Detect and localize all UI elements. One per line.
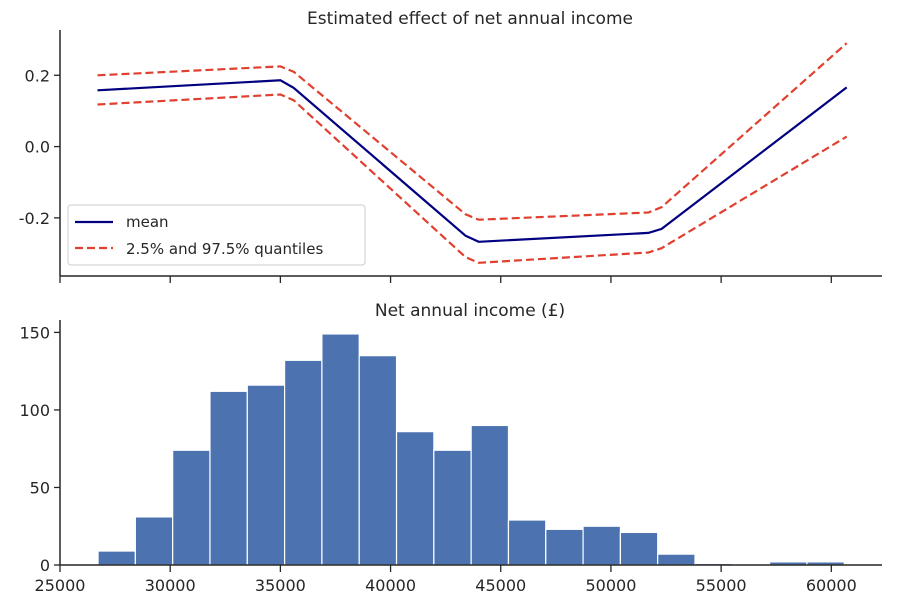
histogram-bar: [321, 333, 360, 566]
x-tick-label: 50000: [585, 576, 636, 595]
histogram-bar: [358, 355, 398, 566]
histogram-bar: [209, 390, 248, 566]
x-tick-label: 45000: [475, 576, 526, 595]
histogram-bar: [172, 449, 211, 566]
bottom-chart-title: Net annual income (£): [375, 301, 565, 321]
histogram-bar: [395, 431, 435, 566]
y-tick-label: 50: [30, 478, 50, 497]
y-tick-label: -0.2: [19, 209, 50, 228]
histogram-bar: [134, 516, 174, 566]
x-tick-label: 35000: [255, 576, 306, 595]
income-histogram: Net annual income (£) 0 50 100 150 25000 3000…: [19, 301, 882, 595]
y-tick-label: 0.0: [25, 138, 50, 157]
x-tick-label: 25000: [35, 576, 86, 595]
x-tick-label: 55000: [696, 576, 747, 595]
histogram-bar: [507, 519, 547, 566]
histogram-bar: [470, 424, 510, 566]
y-tick-label: 100: [19, 401, 50, 420]
upper-quantile-line: [97, 42, 848, 221]
effect-line-chart: Estimated effect of net annual income 0.…: [19, 9, 882, 283]
y-tick-label: 0: [40, 556, 50, 575]
histogram-bar: [657, 553, 696, 566]
x-tick-label: 40000: [365, 576, 416, 595]
histogram-bar: [545, 528, 584, 566]
legend-mean-label: mean: [126, 213, 169, 231]
top-chart-title: Estimated effect of net annual income: [307, 9, 633, 29]
x-tick-label: 30000: [145, 576, 196, 595]
legend-box: [67, 204, 366, 266]
y-tick-label: 150: [19, 323, 50, 342]
histogram-bar: [284, 359, 323, 566]
histogram-bar: [582, 525, 621, 566]
histogram-bar: [97, 550, 136, 566]
x-tick-label: 60000: [806, 576, 857, 595]
lower-quantile-line: [97, 93, 848, 264]
legend: mean 2.5% and 97.5% quantiles: [67, 204, 366, 266]
histogram-bar: [246, 384, 286, 566]
histogram-bar: [619, 531, 659, 566]
histogram-bar: [433, 449, 472, 566]
y-tick-label: 0.2: [25, 66, 50, 85]
mean-line: [97, 79, 848, 243]
legend-quantile-label: 2.5% and 97.5% quantiles: [126, 240, 323, 258]
